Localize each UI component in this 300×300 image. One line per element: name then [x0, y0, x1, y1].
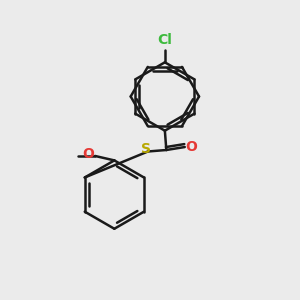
Text: O: O — [185, 140, 197, 154]
Text: S: S — [141, 142, 152, 155]
Text: Cl: Cl — [158, 34, 172, 47]
Text: O: O — [82, 148, 94, 161]
